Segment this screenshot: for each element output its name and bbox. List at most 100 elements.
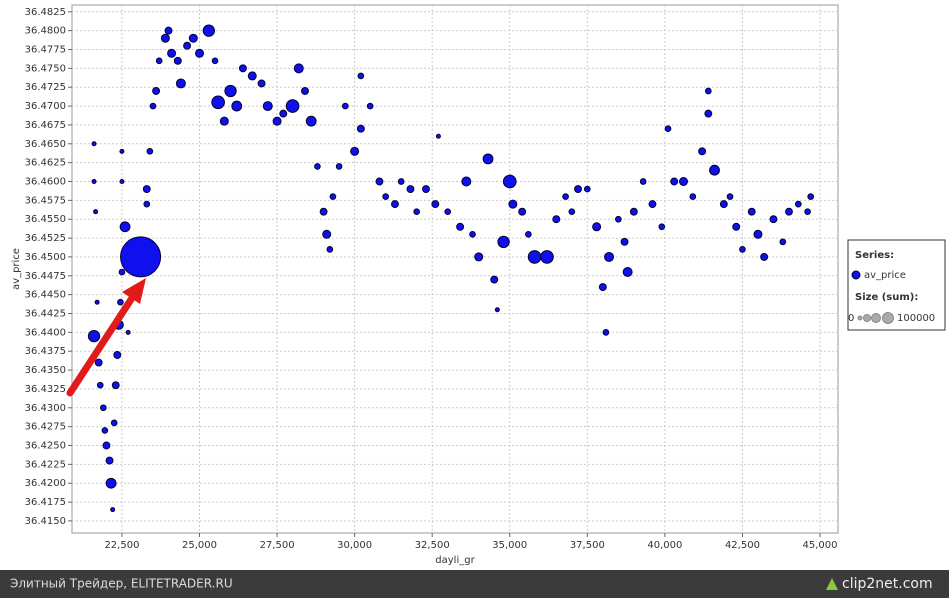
bubble — [113, 351, 122, 359]
bubble — [482, 153, 494, 165]
bubble — [658, 223, 666, 231]
bubble — [583, 185, 591, 193]
x-tick-label: 22,500 — [104, 540, 139, 551]
bubble — [301, 87, 309, 95]
bubble — [272, 116, 282, 126]
bubble — [552, 215, 561, 224]
bubble — [497, 235, 510, 249]
bubble — [142, 185, 151, 194]
bubble — [375, 177, 384, 186]
bubble — [105, 456, 114, 465]
x-tick-label: 40,000 — [647, 540, 682, 551]
bubble — [326, 246, 334, 253]
bubble — [760, 252, 769, 261]
bubble — [94, 299, 100, 305]
plot-area — [71, 4, 839, 534]
bubble — [739, 246, 746, 253]
y-tick-label: 36.4725 — [25, 82, 66, 93]
bubble — [622, 267, 633, 277]
x-tick-label: 35,000 — [492, 540, 527, 551]
bubble — [119, 221, 131, 233]
bubble — [322, 229, 332, 239]
bubble — [490, 275, 499, 284]
y-tick-label: 36.4150 — [25, 516, 66, 527]
bubble — [422, 185, 430, 194]
legend-size-max: 100000 — [897, 313, 935, 324]
footer-logo — [826, 578, 838, 590]
bubble — [461, 176, 472, 187]
bubble — [285, 99, 300, 113]
y-tick-label: 36.4775 — [25, 45, 66, 56]
bubble — [247, 71, 257, 81]
bubble — [152, 87, 161, 95]
bubble — [262, 101, 273, 112]
legend-size-min: 0 — [848, 313, 854, 324]
bubble — [91, 179, 97, 185]
y-tick-label: 36.4800 — [25, 26, 66, 37]
y-tick-label: 36.4400 — [25, 327, 66, 338]
bubble — [435, 133, 441, 139]
bubble — [125, 329, 131, 335]
y-tick-label: 36.4550 — [25, 214, 66, 225]
y-tick-label: 36.4675 — [25, 120, 66, 131]
bubble — [335, 163, 343, 170]
bubble — [231, 100, 243, 112]
bubble — [406, 185, 415, 194]
y-tick-label: 36.4250 — [25, 441, 66, 452]
bubble — [173, 56, 182, 65]
bubble — [117, 298, 124, 306]
bubble — [719, 200, 728, 209]
x-tick-label: 42,500 — [725, 540, 760, 551]
bubble — [167, 48, 177, 58]
bubble — [149, 102, 157, 110]
bubble — [211, 95, 225, 110]
x-tick-label: 45,000 — [803, 540, 838, 551]
y-tick-label: 36.4700 — [25, 101, 66, 112]
bubble — [629, 207, 638, 216]
bubble — [111, 381, 120, 390]
y-tick-label: 36.4450 — [25, 290, 66, 301]
bubble — [568, 208, 576, 216]
bubble — [620, 237, 629, 246]
bubble — [413, 208, 421, 216]
bubble — [183, 41, 192, 50]
bubble — [527, 250, 542, 264]
bubble — [219, 116, 229, 126]
bubble — [119, 148, 125, 154]
bubble — [615, 215, 622, 223]
bubble — [397, 178, 405, 185]
y-tick-label: 36.4625 — [25, 158, 66, 169]
footer-right: clip2net.com — [842, 576, 933, 592]
y-tick-label: 36.4525 — [25, 233, 66, 244]
bubble — [598, 283, 607, 292]
bubble — [143, 200, 151, 208]
bubble — [110, 419, 118, 427]
bubble — [188, 33, 198, 43]
bubble — [726, 193, 734, 200]
bubble — [689, 193, 697, 200]
y-tick-label: 36.4425 — [25, 309, 66, 320]
bubble — [314, 163, 321, 170]
bubble — [96, 381, 104, 389]
bubble — [769, 215, 778, 224]
bubble — [105, 477, 117, 489]
bubble — [753, 229, 763, 239]
bubble — [202, 24, 215, 37]
bubble — [350, 146, 360, 156]
bubble — [91, 141, 97, 147]
y-tick-label: 36.4350 — [25, 365, 66, 376]
y-tick-label: 36.4500 — [25, 252, 66, 263]
bubble — [110, 507, 116, 513]
bubble — [648, 200, 657, 209]
bubble — [474, 252, 484, 262]
bubble — [704, 109, 713, 118]
y-tick-label: 36.4325 — [25, 384, 66, 395]
bubble — [709, 164, 720, 176]
bubble — [732, 222, 741, 231]
bubble — [164, 26, 173, 35]
bubble — [794, 200, 802, 208]
x-tick-label: 27,500 — [260, 540, 295, 551]
bubble — [779, 238, 787, 246]
y-tick-label: 36.4175 — [25, 497, 66, 508]
